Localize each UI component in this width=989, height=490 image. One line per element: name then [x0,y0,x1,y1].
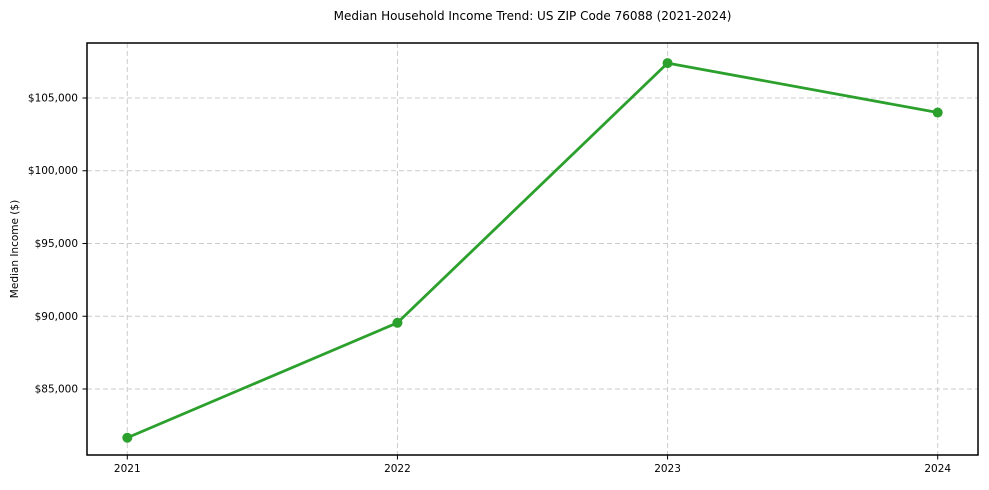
x-tick-label: 2023 [654,463,681,475]
y-tick-label: $85,000 [35,384,78,396]
y-tick-label: $90,000 [35,311,78,323]
y-axis-label: Median Income ($) [9,199,21,299]
data-point-2024 [932,107,943,118]
x-tick-label: 2024 [924,463,951,475]
y-tick-label: $105,000 [28,92,78,104]
data-point-2022 [392,317,403,328]
trend-line [125,61,940,440]
y-tick-label: $95,000 [35,238,78,250]
plot-border [86,42,979,456]
data-point-2023 [662,58,673,69]
x-tick-label: 2022 [384,463,411,475]
x-tick-label: 2021 [114,463,141,475]
data-point-2021 [122,432,133,443]
chart-title: Median Household Income Trend: US ZIP Co… [333,9,732,23]
y-tick-label: $100,000 [28,165,78,177]
